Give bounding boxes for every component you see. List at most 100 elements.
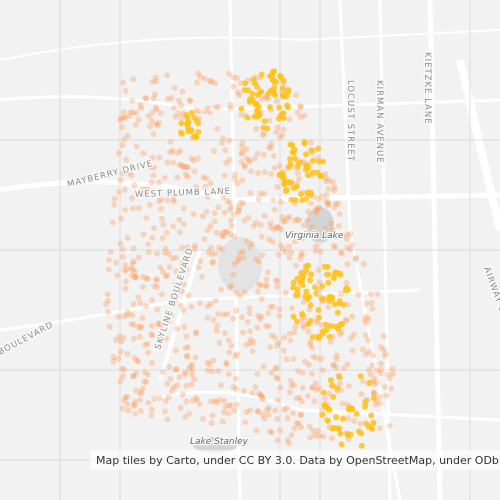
marker [296, 175, 303, 182]
marker [266, 236, 273, 243]
marker [278, 226, 285, 233]
marker [229, 74, 236, 81]
marker [162, 245, 169, 252]
marker [215, 368, 222, 375]
marker [349, 313, 356, 320]
marker [279, 214, 286, 221]
marker [260, 151, 267, 158]
marker [351, 331, 358, 338]
marker [358, 442, 365, 449]
marker [296, 217, 303, 224]
marker [190, 157, 197, 164]
marker [225, 371, 232, 378]
marker [309, 344, 316, 351]
marker [347, 431, 354, 438]
marker [258, 95, 265, 102]
marker [176, 97, 183, 104]
marker [120, 79, 127, 86]
marker [288, 305, 295, 312]
marker [207, 77, 214, 84]
marker [154, 122, 161, 129]
marker [122, 394, 129, 401]
marker [353, 410, 360, 417]
marker [193, 395, 200, 402]
marker [112, 259, 119, 266]
lake [193, 437, 237, 453]
marker [382, 350, 389, 357]
marker [120, 373, 127, 380]
marker [293, 318, 300, 325]
marker [311, 432, 318, 439]
marker [130, 258, 137, 265]
marker [114, 272, 121, 279]
marker [277, 242, 284, 249]
marker [380, 332, 387, 339]
marker [178, 302, 185, 309]
marker [313, 355, 320, 362]
marker [218, 286, 225, 293]
marker [299, 369, 306, 376]
marker [195, 70, 202, 77]
marker [331, 362, 338, 369]
marker [145, 349, 152, 356]
marker [119, 246, 126, 253]
marker [163, 229, 170, 236]
marker [276, 306, 283, 313]
marker [297, 411, 304, 418]
marker [275, 224, 282, 231]
marker [187, 97, 194, 104]
marker [231, 171, 238, 178]
marker [324, 200, 331, 207]
marker [255, 196, 262, 203]
marker [159, 369, 166, 376]
marker [318, 355, 325, 362]
marker [198, 273, 205, 280]
marker [206, 109, 213, 116]
marker [308, 139, 315, 146]
marker [193, 184, 200, 191]
marker [177, 147, 184, 154]
marker [274, 184, 281, 191]
marker [199, 415, 206, 422]
marker [355, 291, 362, 298]
marker [370, 395, 377, 402]
marker [131, 182, 138, 189]
marker [279, 246, 286, 253]
marker [292, 292, 299, 299]
marker [207, 180, 214, 187]
marker [297, 104, 304, 111]
marker [244, 114, 251, 121]
marker [234, 351, 241, 358]
marker [303, 288, 310, 295]
marker [258, 233, 265, 240]
marker [189, 361, 196, 368]
marker [309, 334, 316, 341]
marker [129, 97, 136, 104]
marker [150, 172, 157, 179]
marker [357, 420, 364, 427]
marker [186, 410, 193, 417]
marker [167, 149, 174, 156]
marker [172, 366, 179, 373]
marker [313, 243, 320, 250]
marker [314, 195, 321, 202]
marker [345, 415, 352, 422]
marker [115, 313, 122, 320]
marker [148, 322, 155, 329]
marker [241, 86, 248, 93]
marker [330, 362, 337, 369]
marker [304, 392, 311, 399]
marker [225, 402, 232, 409]
marker [214, 125, 221, 132]
marker [263, 322, 270, 329]
marker [173, 347, 180, 354]
marker [227, 105, 234, 112]
marker [343, 317, 350, 324]
marker [308, 147, 315, 154]
marker [276, 312, 283, 319]
marker [181, 323, 188, 330]
marker [139, 185, 146, 192]
marker [335, 200, 342, 207]
marker [107, 248, 114, 255]
